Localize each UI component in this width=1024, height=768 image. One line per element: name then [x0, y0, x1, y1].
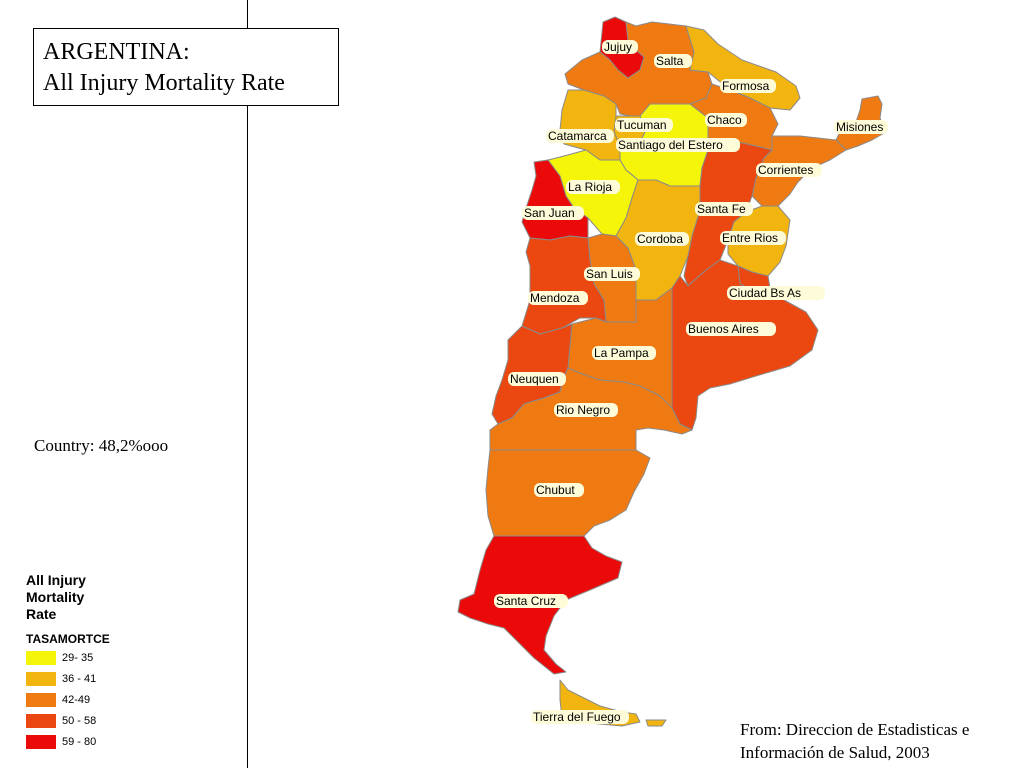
legend-swatch: [26, 651, 56, 665]
label-background-salta: [654, 54, 692, 68]
label-background-misiones: [834, 120, 888, 134]
label-background-rio-negro: [554, 403, 618, 417]
province-label-jujuy: Jujuy: [604, 40, 632, 54]
province-label-tucuman: Tucuman: [617, 118, 667, 132]
legend-item: 36 - 41: [26, 672, 136, 693]
label-background-buenos-aires: [686, 322, 776, 336]
legend-item: 42-49: [26, 693, 136, 714]
label-background-santa-cruz: [494, 594, 568, 608]
legend-label: 50 - 58: [62, 715, 97, 727]
province-label-catamarca: Catamarca: [548, 129, 607, 143]
label-background-catamarca: [546, 129, 614, 143]
label-background-corrientes: [756, 163, 822, 177]
province-label-chaco: Chaco: [707, 113, 742, 127]
label-background-santiago-del-estero: [616, 138, 740, 152]
label-background-chaco: [705, 113, 747, 127]
province-catamarca[interactable]: [559, 89, 621, 161]
province-label-santa-fe: Santa Fe: [697, 202, 746, 216]
source-note: From: Direccion de Estadisticas e Inform…: [740, 718, 969, 764]
province-label-la-pampa: La Pampa: [594, 346, 649, 360]
province-label-san-juan: San Juan: [524, 206, 575, 220]
map-title-box: ARGENTINA: All Injury Mortality Rate: [33, 28, 339, 106]
province-label-rio-negro: Rio Negro: [556, 403, 610, 417]
label-background-san-juan: [522, 206, 584, 220]
province-label-santiago-del-estero: Santiago del Estero: [618, 138, 723, 152]
label-background-mendoza: [528, 291, 588, 305]
label-background-san-luis: [584, 267, 640, 281]
label-background-tierra-del-fuego: [531, 710, 629, 724]
province-label-formosa: Formosa: [722, 79, 770, 93]
province-label-entre-rios: Entre Rios: [722, 231, 778, 245]
label-background-formosa: [720, 79, 776, 93]
label-background-ciudad-bs-as: [727, 286, 825, 300]
label-background-cordoba: [635, 232, 689, 246]
legend-swatch: [26, 693, 56, 707]
province-label-tierra-del-fuego: Tierra del Fuego: [533, 710, 621, 724]
province-label-ciudad-bs-as: Ciudad Bs As: [729, 286, 801, 300]
source-line2: Información de Salud, 2003: [740, 743, 930, 762]
province-label-mendoza: Mendoza: [530, 291, 580, 305]
province-label-la-rioja: La Rioja: [568, 180, 612, 194]
source-line1: From: Direccion de Estadisticas e: [740, 720, 970, 739]
label-background-tucuman: [615, 118, 673, 132]
legend-item: 50 - 58: [26, 714, 136, 735]
legend-label: 29- 35: [62, 652, 94, 664]
legend: 29- 35 36 - 41 42-49 50 - 58 59 - 80: [26, 651, 136, 756]
label-background-jujuy: [602, 40, 638, 54]
country-rate: Country: 48,2%ooo: [34, 436, 169, 455]
legend-item: 59 - 80: [26, 735, 136, 756]
legend-label: 59 - 80: [62, 736, 97, 748]
province-label-salta: Salta: [656, 54, 684, 68]
legend-swatch: [26, 672, 56, 686]
legend-swatch: [26, 714, 56, 728]
legend-label: 36 - 41: [62, 673, 97, 685]
map-title-line2: All Injury Mortality Rate: [43, 70, 285, 96]
map-title-line1: ARGENTINA:: [43, 39, 190, 65]
province-label-santa-cruz: Santa Cruz: [496, 594, 556, 608]
panel-divider: [247, 0, 248, 768]
label-background-santa-fe: [695, 202, 753, 216]
province-label-chubut: Chubut: [536, 483, 575, 497]
legend-swatch: [26, 735, 56, 749]
label-background-chubut: [534, 483, 584, 497]
legend-title: All Injury Mortality Rate: [26, 572, 86, 622]
legend-item: 29- 35: [26, 651, 136, 672]
label-background-la-pampa: [592, 346, 656, 360]
province-label-san-luis: San Luis: [586, 267, 633, 281]
label-background-la-rioja: [566, 180, 620, 194]
province-label-buenos-aires: Buenos Aires: [688, 322, 759, 336]
label-layer: Jujuy Salta Formosa Misiones Chaco Tucuman Cat…: [494, 40, 888, 724]
label-background-entre-rios: [720, 231, 786, 245]
province-label-corrientes: Corrientes: [758, 163, 813, 177]
legend-label: 42-49: [62, 694, 91, 706]
province-label-neuquen: Neuquen: [510, 372, 559, 386]
label-background-neuquen: [508, 372, 566, 386]
province-label-misiones: Misiones: [836, 120, 883, 134]
province-label-cordoba: Cordoba: [637, 232, 683, 246]
legend-field-name: TASAMORTCE: [26, 632, 110, 646]
